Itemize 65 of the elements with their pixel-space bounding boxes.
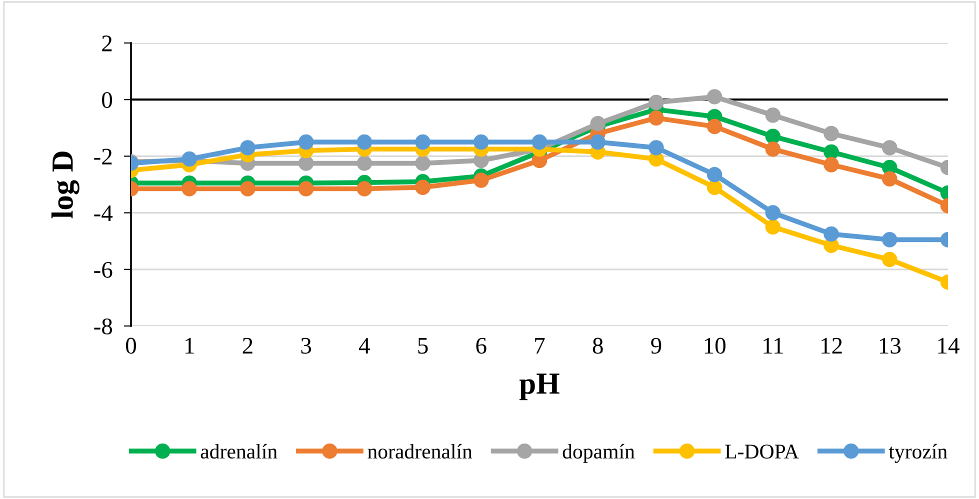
- x-tick-label: 11: [764, 338, 783, 354]
- point: [765, 141, 781, 157]
- x-tick-label: 7: [535, 338, 545, 354]
- point: [240, 140, 256, 156]
- legend-label: adrenalín: [200, 444, 278, 459]
- x-tick-label: 8: [592, 338, 603, 354]
- y-axis-title: log D: [51, 152, 80, 218]
- x-tick-label: 12: [822, 338, 842, 354]
- point: [474, 134, 489, 150]
- point: [824, 144, 839, 160]
- point: [415, 156, 430, 171]
- y-tick-label: -8: [94, 318, 112, 334]
- y-tick-label: -6: [94, 262, 112, 278]
- point: [765, 219, 781, 235]
- point: [590, 134, 606, 150]
- legend-label: noradrenalín: [368, 444, 472, 459]
- x-tick-label: 5: [418, 338, 428, 354]
- y-tick-label: 0: [102, 92, 112, 108]
- point: [824, 157, 839, 172]
- point: [765, 205, 781, 220]
- y-tick-label: -4: [94, 205, 113, 221]
- point: [824, 226, 839, 242]
- x-tick-label: 9: [651, 338, 662, 354]
- legend-label: L-DOPA: [725, 444, 799, 459]
- point: [882, 171, 898, 186]
- x-tick-label: 2: [242, 338, 252, 354]
- point: [824, 126, 839, 142]
- legend-label: tyrozín: [888, 444, 948, 463]
- point: [765, 128, 781, 144]
- point: [706, 180, 722, 195]
- point: [765, 108, 781, 123]
- x-tick-label: 4: [358, 338, 370, 354]
- x-tick-label: 14: [938, 338, 960, 354]
- point: [240, 181, 256, 196]
- point: [356, 134, 372, 150]
- x-tick-label: 10: [704, 338, 726, 354]
- x-axis-title: pH: [520, 374, 560, 400]
- point: [882, 252, 898, 268]
- point: [590, 116, 606, 132]
- point: [648, 140, 664, 156]
- point: [415, 180, 430, 195]
- x-tick-label: 6: [476, 338, 486, 354]
- point: [648, 110, 664, 126]
- point: [298, 156, 314, 171]
- point: [882, 232, 898, 248]
- point: [356, 181, 372, 196]
- legend-label: dopamín: [562, 444, 635, 463]
- point: [298, 181, 314, 196]
- point: [182, 181, 197, 196]
- point: [356, 156, 372, 171]
- point: [706, 118, 722, 134]
- point: [706, 166, 722, 182]
- x-tick-label: 1: [186, 338, 194, 354]
- point: [298, 134, 314, 150]
- y-tick-label: 2: [102, 36, 112, 52]
- x-tick-label: 3: [301, 338, 312, 354]
- point: [648, 94, 664, 110]
- x-tick-label: 0: [126, 338, 136, 354]
- y-tick-label: -2: [94, 148, 112, 164]
- point: [474, 172, 489, 188]
- x-tick-label: 13: [880, 338, 901, 354]
- point: [882, 140, 898, 156]
- point: [415, 134, 430, 150]
- point: [706, 89, 722, 104]
- point: [532, 134, 548, 150]
